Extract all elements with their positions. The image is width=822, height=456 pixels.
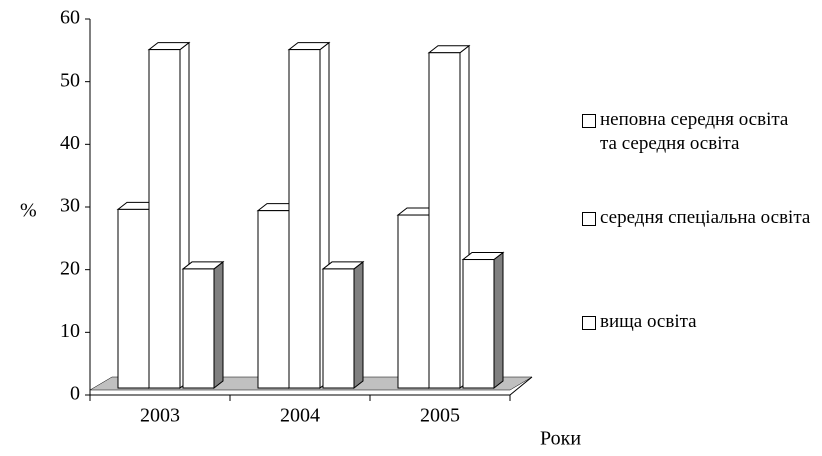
bar bbox=[397, 214, 430, 389]
bar bbox=[148, 49, 181, 389]
bar bbox=[182, 268, 215, 389]
x-tick-label: 2004 bbox=[280, 405, 320, 427]
x-tick-label: 2003 bbox=[140, 405, 180, 427]
bar bbox=[257, 210, 290, 389]
bar-side bbox=[213, 260, 224, 390]
legend-marker bbox=[582, 212, 596, 226]
legend-label: середня спеціальна освіта bbox=[600, 207, 811, 228]
legend-marker bbox=[582, 114, 596, 128]
x-tick-label: 2005 bbox=[420, 405, 460, 427]
legend-label: неповна середня освіта та середня освіта bbox=[600, 109, 789, 154]
y-tick-label: 60 bbox=[60, 7, 80, 29]
y-tick-label: 50 bbox=[60, 69, 80, 91]
x-axis-depth bbox=[509, 376, 533, 396]
x-axis-label: Роки bbox=[540, 428, 581, 450]
bar bbox=[428, 52, 461, 389]
bar bbox=[462, 259, 495, 389]
y-tick-label: 0 bbox=[70, 383, 80, 405]
bar bbox=[322, 268, 355, 389]
y-tick-label: 20 bbox=[60, 257, 80, 279]
legend-marker bbox=[582, 316, 596, 330]
y-tick-label: 30 bbox=[60, 195, 80, 217]
bar bbox=[117, 208, 150, 389]
y-tick-label: 10 bbox=[60, 320, 80, 342]
y-axis-label: % bbox=[20, 200, 37, 222]
bar-side bbox=[493, 251, 504, 390]
y-tick-label: 40 bbox=[60, 132, 80, 154]
bar-side bbox=[353, 260, 364, 390]
bar bbox=[288, 49, 321, 389]
legend-label: вища освіта bbox=[600, 311, 697, 332]
